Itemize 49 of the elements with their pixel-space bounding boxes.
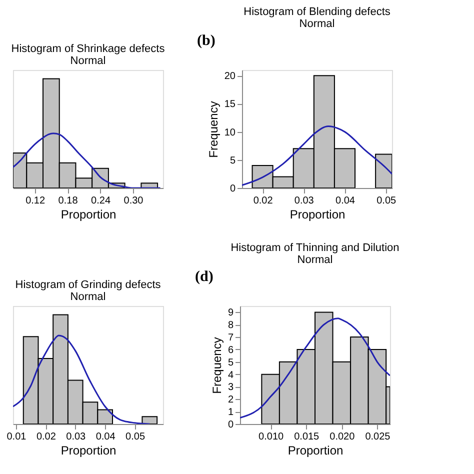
text: (b) (197, 33, 216, 49)
y-tick-label: 5 (228, 357, 234, 368)
x-tick-label: 0.04 (336, 196, 356, 206)
y-tick-label: 6 (228, 344, 234, 356)
x-tick-label: 0.020 (330, 432, 356, 442)
y-tick-label: 0 (230, 184, 236, 194)
y-tick-label: 15 (224, 99, 236, 110)
text: (d) (195, 269, 214, 285)
x-tick-label: 0.025 (365, 432, 391, 442)
chart-title: Histogram of Grinding defects (15, 279, 162, 291)
x-tick-label: 0.03 (66, 432, 86, 442)
y-axis-title: Frequency (210, 337, 224, 394)
x-tick-label: 0.05 (126, 432, 146, 442)
x-tick-label: 0.12 (26, 196, 46, 206)
x-tick-label: 0.015 (294, 432, 320, 442)
chart-subtitle: Normal (70, 291, 106, 303)
x-axis-title: Proportion (288, 444, 344, 458)
x-tick-label: 0.24 (91, 196, 111, 206)
line-series (240, 318, 390, 419)
y-axis-title: Frequency (206, 101, 220, 158)
y-tick-label: 4 (228, 370, 234, 381)
x-tick-label: 0.18 (58, 196, 78, 206)
chart-title: Histogram of Thinning and Dilution (230, 242, 400, 254)
x-tick-label: 0.05 (376, 196, 397, 206)
x-tick-label: 0.30 (124, 196, 144, 206)
x-tick-label: 0.04 (96, 432, 116, 442)
y-tick-label: 9 (228, 308, 234, 319)
chart-subtitle: Normal (299, 18, 335, 30)
chart-subtitle: Normal (297, 254, 333, 266)
x-tick-label: 0.02 (253, 196, 274, 206)
y-tick-label: 5 (230, 155, 236, 166)
chart-title: Histogram of Blending defects (244, 6, 391, 18)
x-tick-label: 0.02 (36, 432, 56, 442)
y-tick-label: 1 (228, 407, 234, 418)
x-axis-title: Proportion (290, 208, 346, 222)
y-tick-label: 0 (228, 420, 234, 430)
y-tick-label: 7 (228, 332, 234, 344)
x-tick-label: 0.01 (6, 432, 27, 442)
y-tick-label: 8 (228, 320, 234, 332)
y-tick-label: 10 (224, 127, 236, 138)
y-tick-label: 2 (228, 394, 234, 406)
chart-title: Histogram of Shrinkage defects (11, 43, 166, 55)
x-axis-title: Proportion (60, 444, 116, 458)
x-axis-title: Proportion (60, 208, 116, 222)
y-tick-label: 3 (228, 382, 234, 394)
x-tick-label: 0.03 (294, 196, 314, 206)
chart-subtitle: Normal (70, 55, 106, 67)
y-tick-label: 20 (224, 71, 236, 82)
x-tick-label: 0.010 (258, 432, 284, 442)
